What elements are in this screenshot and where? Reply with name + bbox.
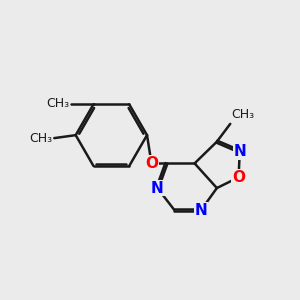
Text: CH₃: CH₃: [232, 109, 255, 122]
Text: CH₃: CH₃: [46, 97, 70, 110]
Text: CH₃: CH₃: [30, 132, 53, 145]
Text: N: N: [195, 202, 208, 217]
Text: O: O: [145, 156, 158, 171]
Text: O: O: [232, 170, 245, 185]
Text: N: N: [151, 181, 164, 196]
Text: N: N: [233, 144, 246, 159]
